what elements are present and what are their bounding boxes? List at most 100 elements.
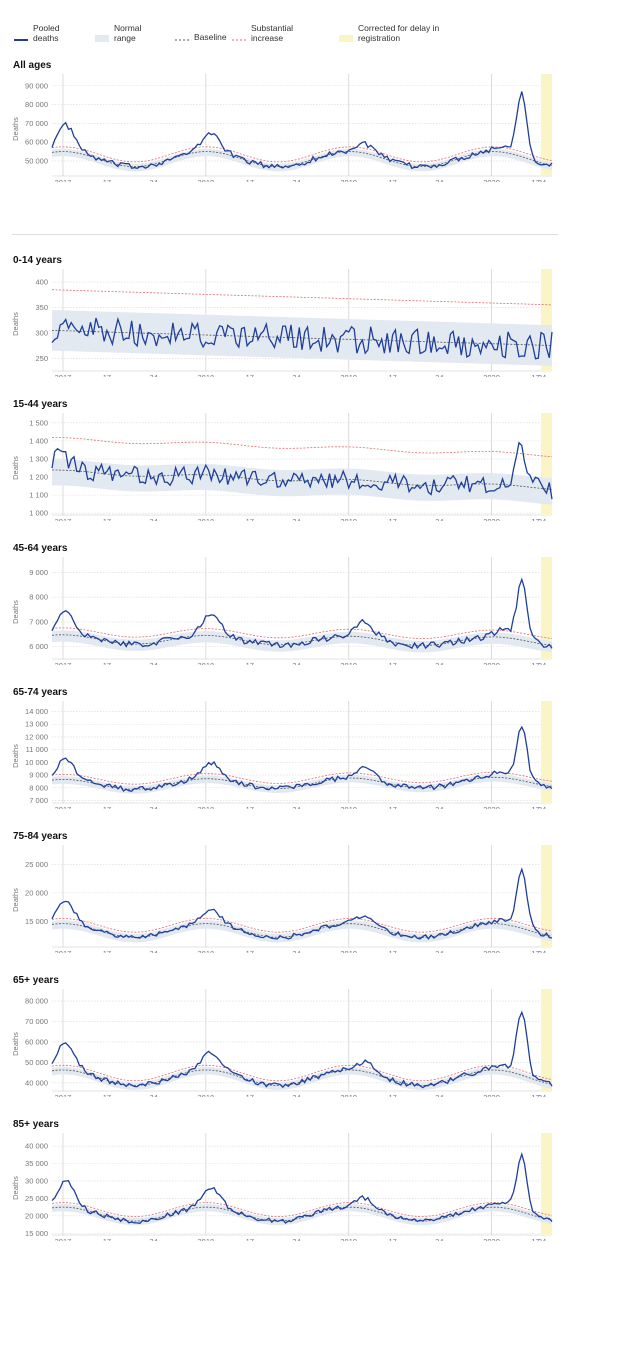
chart-title: 0-14 years <box>13 255 62 266</box>
legend-substantial-increase: Substantial increase <box>232 23 293 43</box>
y-tick-label: 20 000 <box>25 888 48 897</box>
x-tick-label: 2019 <box>340 178 357 182</box>
y-tick-label: 35 000 <box>25 1159 48 1168</box>
y-tick-label: 1 300 <box>29 454 48 463</box>
x-tick-label: 34 <box>292 373 300 377</box>
x-tick-label: 2017 <box>55 373 72 377</box>
x-tick-label: 17 <box>246 1237 254 1241</box>
normal-range-band <box>52 1066 552 1090</box>
chart-title: 65-74 years <box>13 687 68 698</box>
x-tick-label: 17 <box>103 1237 111 1241</box>
y-tick-label: 400 <box>35 278 48 287</box>
substantial-line <box>51 289 553 306</box>
x-tick-label: 2019 <box>340 517 357 521</box>
y-tick-label: 1 000 <box>29 509 48 518</box>
x-tick-label: 17 <box>388 949 396 953</box>
x-tick-label: 34 <box>538 517 546 521</box>
x-tick-label: 17 <box>103 1093 111 1097</box>
y-tick-label: 70 000 <box>25 1017 48 1026</box>
x-tick-label: 34 <box>435 805 443 809</box>
x-tick-label: 17 <box>388 805 396 809</box>
chart-title: 65+ years <box>13 975 59 986</box>
x-tick-label: 2020 <box>483 1237 500 1241</box>
y-tick-label: 10 000 <box>25 758 48 767</box>
y-tick-label: 25 000 <box>25 1194 48 1203</box>
substantial-line <box>52 437 553 458</box>
pooled-deaths-line <box>51 725 553 792</box>
pooled-deaths-line <box>51 441 553 500</box>
substantial-line <box>51 1202 553 1217</box>
x-tick-label: 17 <box>388 1093 396 1097</box>
corrected-region <box>541 269 552 371</box>
x-tick-label: 34 <box>149 949 157 953</box>
corrected-region <box>541 413 552 515</box>
chart-title: 85+ years <box>13 1119 59 1130</box>
pooled-line-swatch <box>14 39 28 41</box>
y-tick-label: 250 <box>35 354 48 363</box>
y-tick-label: 300 <box>35 328 48 337</box>
y-tick-label: 7 000 <box>29 617 48 626</box>
x-tick-label: 2019 <box>340 661 357 665</box>
y-tick-label: 12 000 <box>25 732 48 741</box>
y-tick-label: 80 000 <box>25 997 48 1006</box>
y-tick-label: 40 000 <box>25 1078 48 1087</box>
y-tick-label: 9 000 <box>29 568 48 577</box>
corrected-region <box>541 845 552 947</box>
x-tick-label: 34 <box>292 517 300 521</box>
x-tick-label: 34 <box>149 1237 157 1241</box>
x-tick-label: 2018 <box>198 517 215 521</box>
x-tick-label: 34 <box>149 178 157 182</box>
y-axis-title: Deaths <box>11 888 20 912</box>
x-tick-label: 17 <box>103 517 111 521</box>
chart-title: All ages <box>13 60 52 71</box>
x-tick-label: 17 <box>531 373 539 377</box>
x-tick-label: 2017 <box>55 517 72 521</box>
chart-6: 65+ years 40 000 50 000 60 000 70 000 80 000 2… <box>0 975 622 1099</box>
chart-0: All ages 50 000 60 000 70 000 80 000 90 000 20… <box>0 60 622 184</box>
y-tick-label: 60 000 <box>25 1037 48 1046</box>
x-tick-label: 2019 <box>340 805 357 809</box>
y-tick-label: 25 000 <box>25 860 48 869</box>
y-tick-label: 30 000 <box>25 1177 48 1186</box>
x-tick-label: 2018 <box>198 1237 215 1241</box>
y-tick-label: 13 000 <box>25 720 48 729</box>
x-tick-label: 17 <box>388 178 396 182</box>
substantial-line <box>51 627 553 640</box>
x-tick-label: 2019 <box>340 1093 357 1097</box>
x-tick-label: 34 <box>149 661 157 665</box>
pooled-deaths-line <box>51 867 553 940</box>
chart-2: 15-44 years 1 000 1 100 1 200 1 300 1 400 1 50… <box>0 399 622 523</box>
pooled-deaths-line <box>51 577 553 650</box>
legend-normal-range: Normal range <box>95 23 141 43</box>
x-tick-label: 34 <box>435 178 443 182</box>
x-tick-label: 2018 <box>198 949 215 953</box>
y-tick-label: 60 000 <box>25 138 48 147</box>
substantial-swatch <box>232 39 246 41</box>
x-tick-label: 2020 <box>483 1093 500 1097</box>
y-tick-label: 90 000 <box>25 81 48 90</box>
substantial-line <box>51 771 553 785</box>
x-tick-label: 17 <box>103 661 111 665</box>
y-axis-title: Deaths <box>11 744 20 768</box>
x-tick-label: 34 <box>292 1093 300 1097</box>
x-tick-label: 17 <box>246 373 254 377</box>
chart-title: 15-44 years <box>13 399 68 410</box>
x-tick-label: 2020 <box>483 661 500 665</box>
y-tick-label: 8 000 <box>29 593 48 602</box>
y-tick-label: 1 400 <box>29 436 48 445</box>
y-tick-label: 40 000 <box>25 1142 48 1151</box>
x-tick-label: 17 <box>531 1237 539 1241</box>
x-tick-label: 2018 <box>198 661 215 665</box>
x-tick-label: 34 <box>149 517 157 521</box>
corrected-region <box>541 557 552 659</box>
normal-range-band <box>52 774 552 794</box>
x-tick-label: 34 <box>538 949 546 953</box>
chart-title: 75-84 years <box>13 831 68 842</box>
x-tick-label: 2019 <box>340 1237 357 1241</box>
y-tick-label: 8 000 <box>29 783 48 792</box>
legend-baseline: Baseline <box>175 24 227 43</box>
y-axis-title: Deaths <box>11 312 20 336</box>
y-tick-label: 20 000 <box>25 1211 48 1220</box>
